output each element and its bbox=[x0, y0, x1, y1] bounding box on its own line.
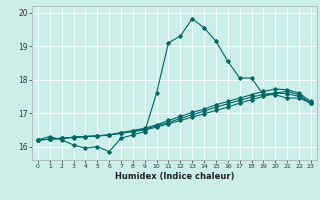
X-axis label: Humidex (Indice chaleur): Humidex (Indice chaleur) bbox=[115, 172, 234, 181]
